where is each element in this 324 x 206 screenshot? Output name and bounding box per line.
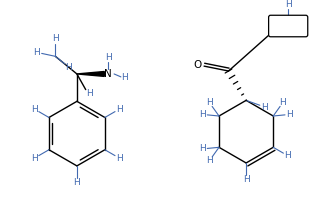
Text: H: H [105,53,111,62]
Text: H: H [199,110,206,119]
Text: H: H [284,151,291,160]
Text: H: H [52,34,59,43]
Text: H: H [31,105,38,114]
Text: H: H [116,153,122,163]
Text: H: H [86,89,93,98]
Text: O: O [193,60,201,70]
Text: N: N [104,69,112,79]
Text: H: H [280,98,286,107]
Text: H: H [243,175,249,184]
Text: H: H [199,144,206,153]
Text: H: H [261,103,268,112]
FancyBboxPatch shape [269,15,308,37]
Text: Abs: Abs [277,21,300,31]
Text: H: H [74,178,80,187]
Polygon shape [77,71,104,76]
Text: H: H [116,105,122,114]
Text: H: H [31,153,38,163]
Text: H: H [286,110,293,119]
Text: H: H [285,0,292,9]
Text: H: H [65,63,72,72]
Text: H: H [122,73,128,82]
Text: H: H [206,98,213,107]
Text: H: H [206,156,213,165]
Text: H: H [33,48,40,57]
